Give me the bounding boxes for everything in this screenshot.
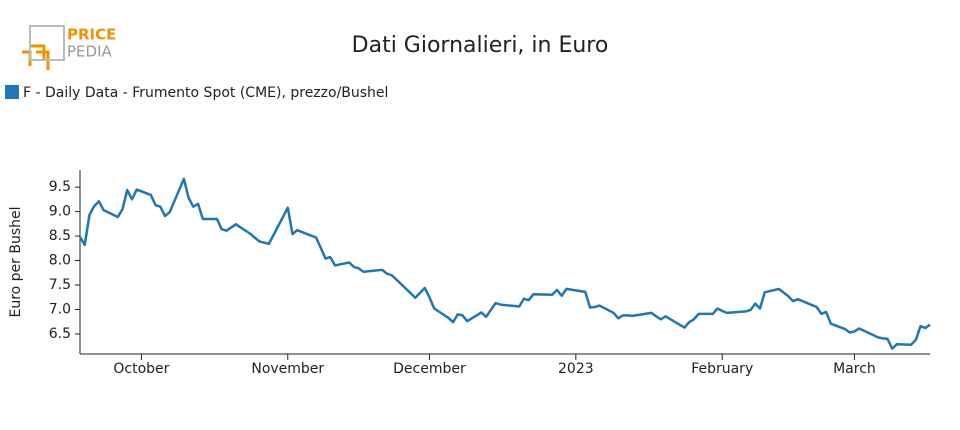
logo-mark [22, 44, 50, 70]
y-axis-label: Euro per Bushel [8, 206, 24, 317]
x-tick-label: March [833, 361, 876, 377]
y-tick-label: 6.5 [49, 326, 71, 342]
y-tick-label: 9.5 [49, 179, 71, 195]
logo-bottom: PEDIA [67, 43, 112, 61]
chart-title: Dati Giornalieri, in Euro [352, 33, 609, 58]
x-tick-label: February [691, 361, 753, 377]
series-line [78, 177, 931, 350]
logo-top: PRICE [67, 26, 116, 44]
y-tick-label: 8.5 [49, 228, 71, 244]
y-tick-label: 8.0 [49, 253, 71, 269]
legend-swatch [5, 85, 19, 99]
x-tick-label: December [393, 361, 466, 377]
y-tick-label: 9.0 [49, 204, 71, 220]
y-tick-label: 7.0 [49, 301, 71, 317]
legend-label: F - Daily Data - Frumento Spot (CME), pr… [23, 85, 388, 101]
logo: PRICE PEDIA [22, 25, 116, 70]
x-tick-label: 2023 [558, 361, 594, 377]
y-tick-label: 7.5 [49, 277, 71, 293]
x-tick-label: October [113, 361, 169, 377]
x-tick-label: November [251, 361, 324, 377]
logo-frame [29, 25, 65, 61]
